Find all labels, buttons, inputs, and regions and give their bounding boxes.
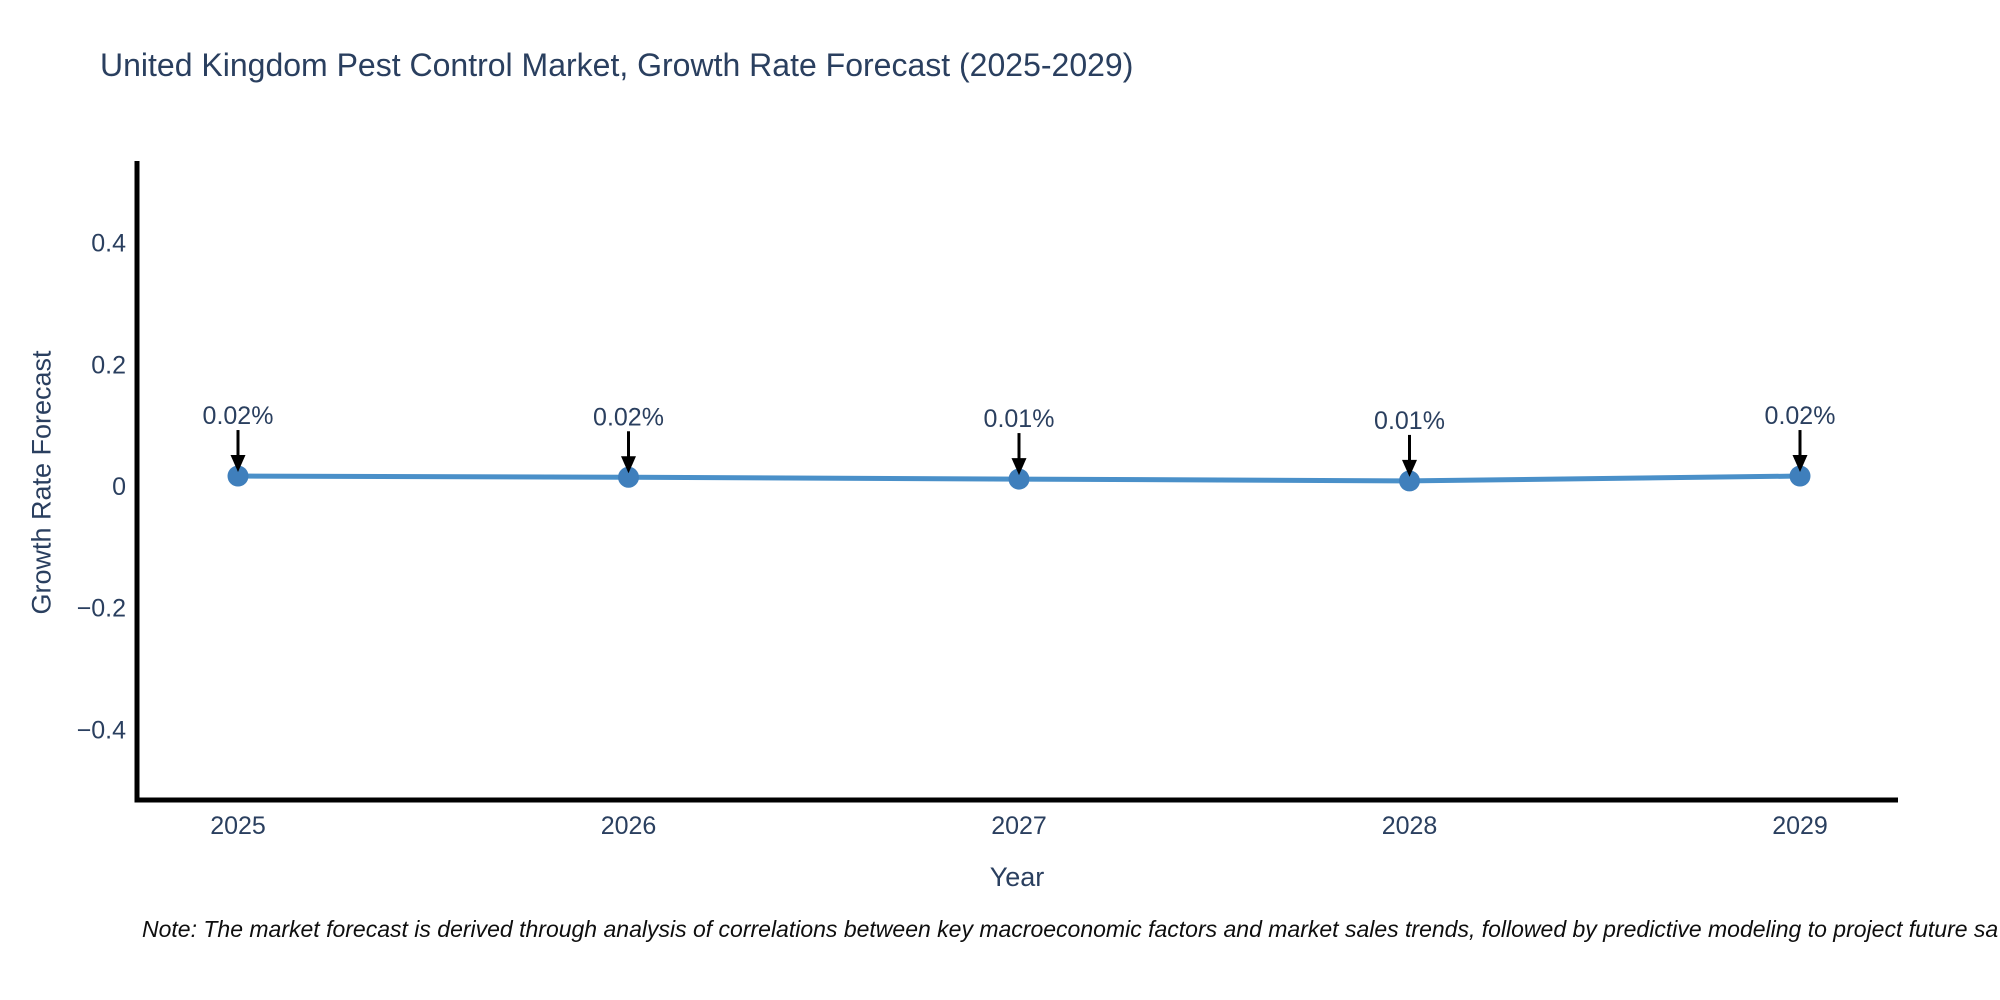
- x-axis-title: Year: [989, 862, 1045, 892]
- annotation-label: 0.02%: [593, 403, 664, 431]
- annotation-label: 0.02%: [1765, 402, 1836, 430]
- annotation-label: 0.01%: [984, 405, 1055, 433]
- annotation-label: 0.02%: [203, 402, 274, 430]
- x-tick-label: 2027: [991, 812, 1047, 840]
- annotation-arrowhead-icon: [621, 456, 636, 474]
- x-tick-label: 2029: [1772, 812, 1828, 840]
- data-point-marker: [1008, 468, 1030, 490]
- data-point-marker: [1789, 465, 1811, 487]
- x-tick-label: 2026: [601, 812, 657, 840]
- y-tick-label: −0.2: [77, 595, 126, 623]
- y-tick-label: −0.4: [77, 716, 126, 744]
- y-tick-label: 0: [112, 473, 126, 501]
- annotation-label: 0.01%: [1374, 407, 1445, 435]
- footnote: Note: The market forecast is derived thr…: [142, 916, 1999, 942]
- annotation-arrowhead-icon: [1011, 458, 1027, 476]
- x-tick-label: 2028: [1382, 812, 1438, 840]
- data-point-marker: [227, 465, 249, 487]
- annotation-arrowhead-icon: [1402, 459, 1417, 477]
- y-tick-label: 0.4: [91, 230, 126, 258]
- chart-title: United Kingdom Pest Control Market, Grow…: [100, 47, 1134, 83]
- x-tick-label: 2025: [210, 812, 266, 840]
- annotation-arrowhead-icon: [230, 455, 246, 473]
- data-point-marker: [618, 466, 639, 488]
- annotation-arrowhead-icon: [1792, 455, 1808, 473]
- data-point-marker: [1399, 470, 1420, 492]
- y-tick-label: 0.2: [91, 351, 126, 379]
